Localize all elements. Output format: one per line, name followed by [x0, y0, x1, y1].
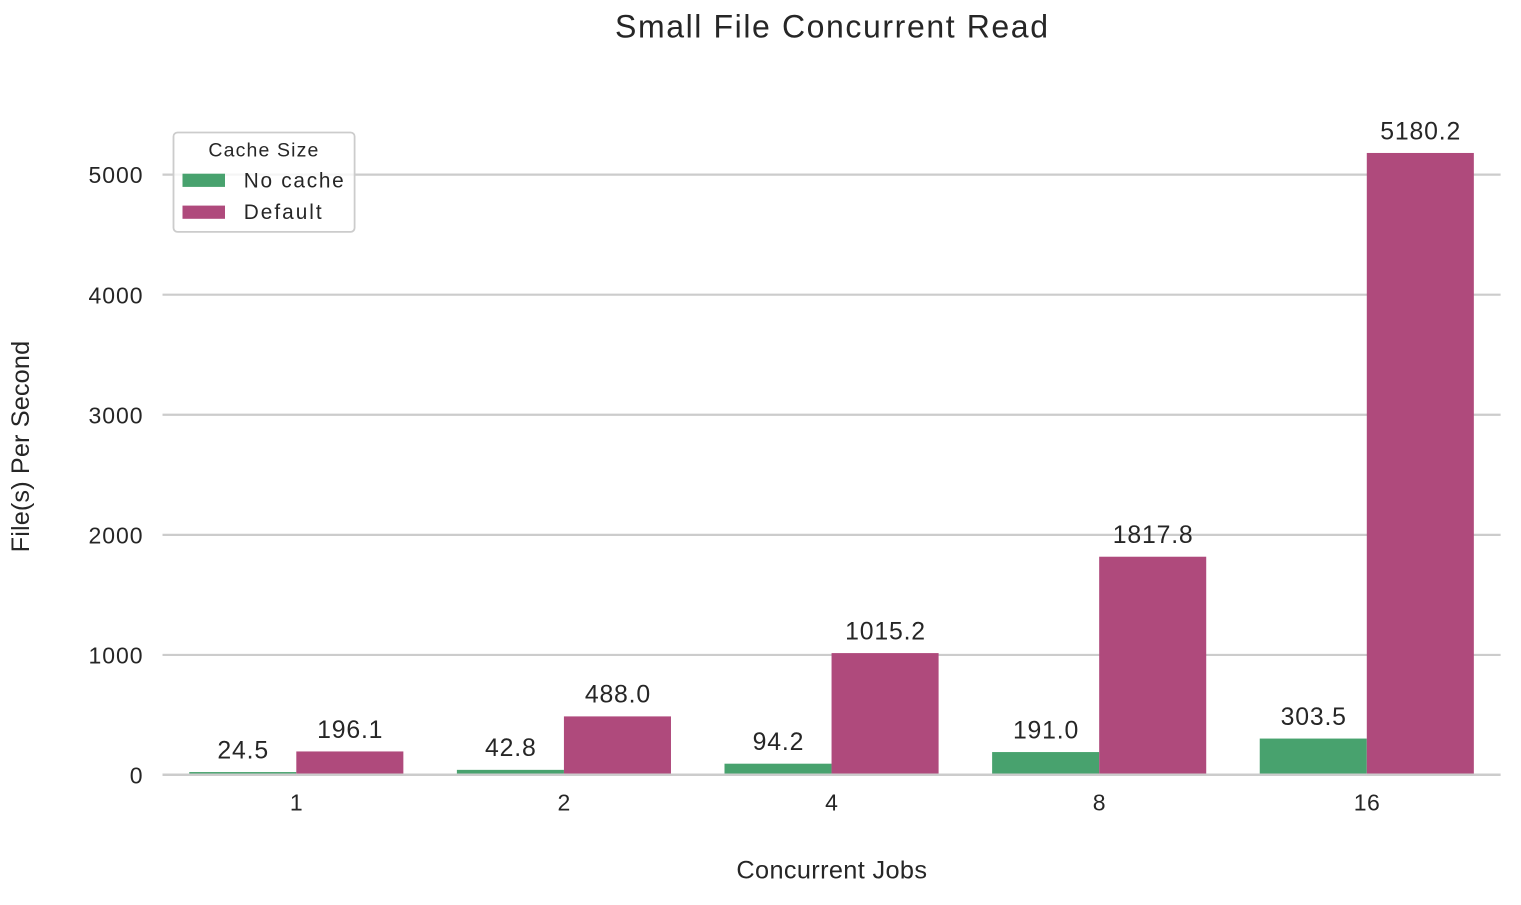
svg-text:8: 8 [1093, 789, 1106, 815]
svg-text:0: 0 [130, 763, 143, 789]
svg-text:196.1: 196.1 [317, 717, 382, 744]
svg-text:2000: 2000 [89, 522, 143, 548]
svg-text:16: 16 [1354, 789, 1380, 815]
svg-text:4000: 4000 [89, 282, 143, 308]
svg-text:1817.8: 1817.8 [1113, 522, 1193, 549]
svg-text:191.0: 191.0 [1013, 717, 1078, 744]
svg-text:2: 2 [558, 789, 571, 815]
svg-text:42.8: 42.8 [485, 735, 536, 762]
svg-text:24.5: 24.5 [217, 737, 268, 764]
svg-text:Cache Size: Cache Size [208, 139, 318, 161]
svg-text:Concurrent Jobs: Concurrent Jobs [736, 857, 927, 885]
svg-text:1: 1 [290, 789, 303, 815]
svg-text:Default: Default [244, 201, 322, 224]
svg-text:1000: 1000 [89, 643, 143, 669]
svg-text:File(s) Per Second: File(s) Per Second [7, 341, 35, 552]
svg-text:94.2: 94.2 [753, 729, 804, 756]
svg-text:1015.2: 1015.2 [845, 618, 925, 645]
svg-text:Small File Concurrent Read: Small File Concurrent Read [615, 9, 1048, 45]
svg-text:5180.2: 5180.2 [1380, 118, 1460, 145]
svg-text:4: 4 [825, 789, 838, 815]
svg-text:488.0: 488.0 [585, 682, 650, 709]
svg-text:No cache: No cache [244, 170, 344, 193]
svg-text:5000: 5000 [89, 162, 143, 188]
svg-text:303.5: 303.5 [1281, 704, 1346, 731]
svg-text:3000: 3000 [89, 402, 143, 428]
